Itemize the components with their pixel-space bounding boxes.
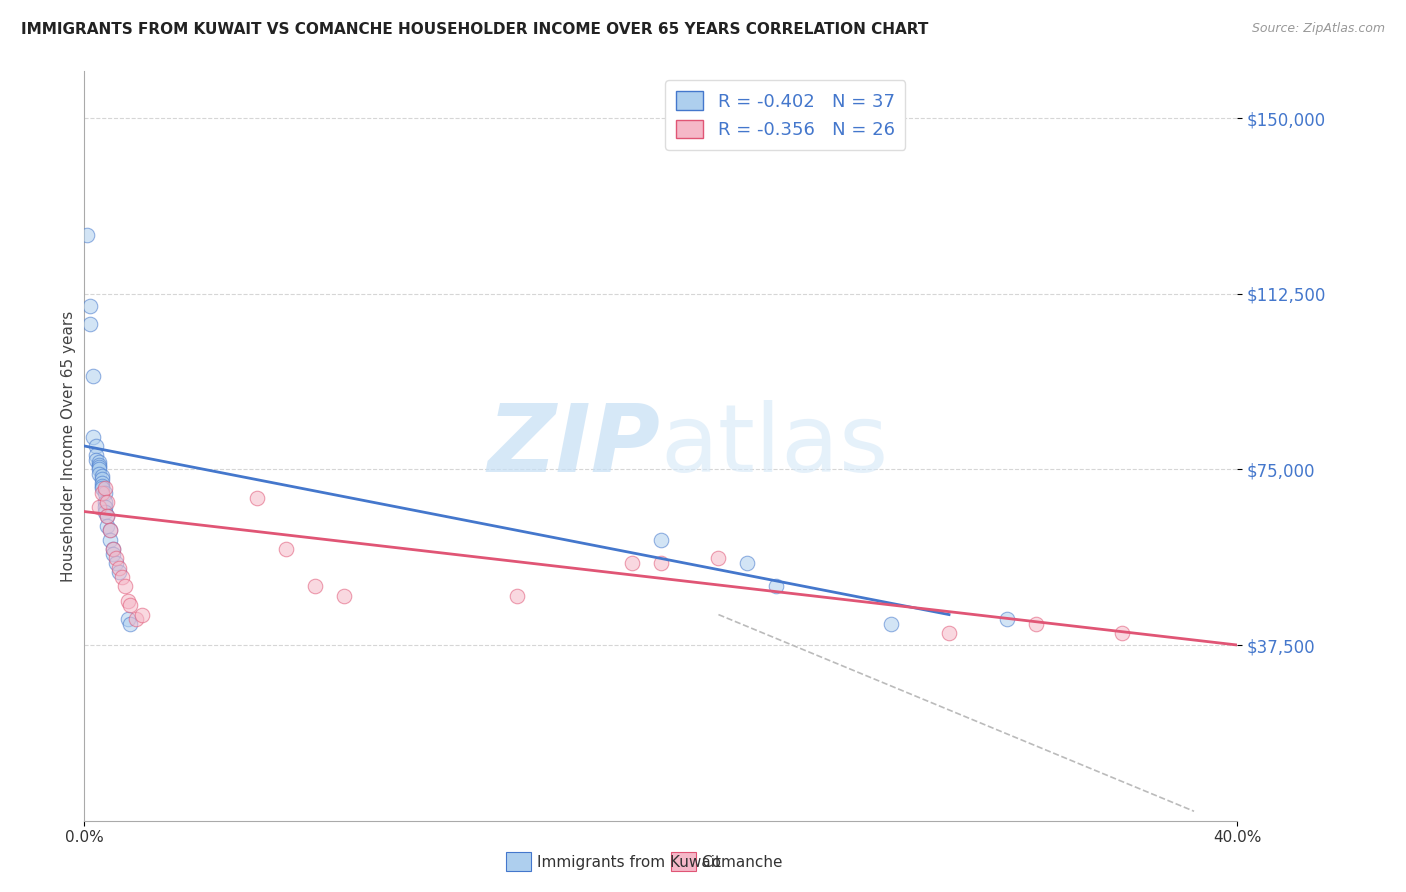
Legend: R = -0.402   N = 37, R = -0.356   N = 26: R = -0.402 N = 37, R = -0.356 N = 26 — [665, 80, 905, 150]
Point — [87, 467, 110, 482]
Y-axis label: Householder Income Over 65 years: Householder Income Over 65 years — [60, 310, 76, 582]
Text: Source: ZipAtlas.com: Source: ZipAtlas.com — [1251, 22, 1385, 36]
Point — [96, 509, 118, 524]
Point — [506, 589, 529, 603]
Point — [87, 460, 110, 475]
Point — [131, 607, 153, 622]
Point — [90, 481, 112, 495]
Point — [96, 518, 118, 533]
Point — [90, 469, 112, 483]
Point — [84, 439, 107, 453]
Point — [333, 589, 356, 603]
Point — [82, 368, 104, 383]
Point — [1111, 626, 1133, 640]
Point — [125, 612, 148, 626]
Point — [84, 453, 107, 467]
Text: Comanche: Comanche — [702, 855, 783, 870]
Point — [120, 617, 142, 632]
Point — [87, 455, 110, 469]
Point — [82, 430, 104, 444]
Point — [108, 561, 131, 575]
Point — [90, 472, 112, 486]
Point — [93, 495, 115, 509]
Point — [103, 547, 124, 561]
Point — [87, 462, 110, 476]
Point — [93, 500, 115, 514]
Point — [79, 318, 101, 332]
Point — [880, 617, 903, 632]
Point — [98, 523, 121, 537]
Point — [103, 542, 124, 557]
Point — [114, 580, 136, 594]
Point — [120, 599, 142, 613]
Point — [87, 458, 110, 472]
Point — [938, 626, 960, 640]
Text: Immigrants from Kuwait: Immigrants from Kuwait — [537, 855, 721, 870]
Point — [90, 485, 112, 500]
Point — [737, 556, 759, 570]
Point — [117, 593, 139, 607]
Point — [111, 570, 134, 584]
Point — [103, 542, 124, 557]
Point — [1025, 617, 1047, 632]
Point — [90, 476, 112, 491]
Point — [621, 556, 644, 570]
Point — [707, 551, 730, 566]
Point — [276, 542, 298, 557]
Point — [98, 533, 121, 547]
Point — [93, 505, 115, 519]
Point — [79, 298, 101, 313]
Point — [246, 491, 269, 505]
Point — [995, 612, 1018, 626]
Point — [98, 523, 121, 537]
Point — [304, 580, 326, 594]
Point — [90, 479, 112, 493]
Text: IMMIGRANTS FROM KUWAIT VS COMANCHE HOUSEHOLDER INCOME OVER 65 YEARS CORRELATION : IMMIGRANTS FROM KUWAIT VS COMANCHE HOUSE… — [21, 22, 928, 37]
Point — [650, 533, 672, 547]
Point — [96, 509, 118, 524]
Point — [93, 485, 115, 500]
Point — [84, 449, 107, 463]
Point — [765, 580, 787, 594]
Point — [87, 500, 110, 514]
Text: ZIP: ZIP — [488, 400, 661, 492]
Point — [108, 566, 131, 580]
Text: atlas: atlas — [661, 400, 889, 492]
Point — [117, 612, 139, 626]
Point — [93, 481, 115, 495]
Point — [76, 228, 98, 243]
Point — [650, 556, 672, 570]
Point — [96, 495, 118, 509]
Point — [105, 556, 128, 570]
Point — [105, 551, 128, 566]
